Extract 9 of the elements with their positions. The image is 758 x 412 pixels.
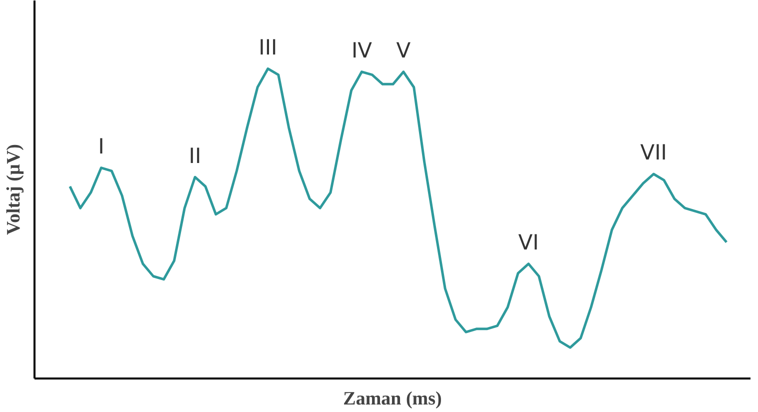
annotation: VII [640,140,667,165]
annotation: I [98,134,104,159]
annotation: II [188,144,202,168]
annotation: IV [351,38,373,62]
annotation: V [396,38,412,62]
x-axis-title: Zaman (ms) [343,388,442,410]
y-axis-title: Voltaj (µV) [4,144,24,235]
annotation: III [258,35,278,60]
annotation: VI [518,230,539,255]
